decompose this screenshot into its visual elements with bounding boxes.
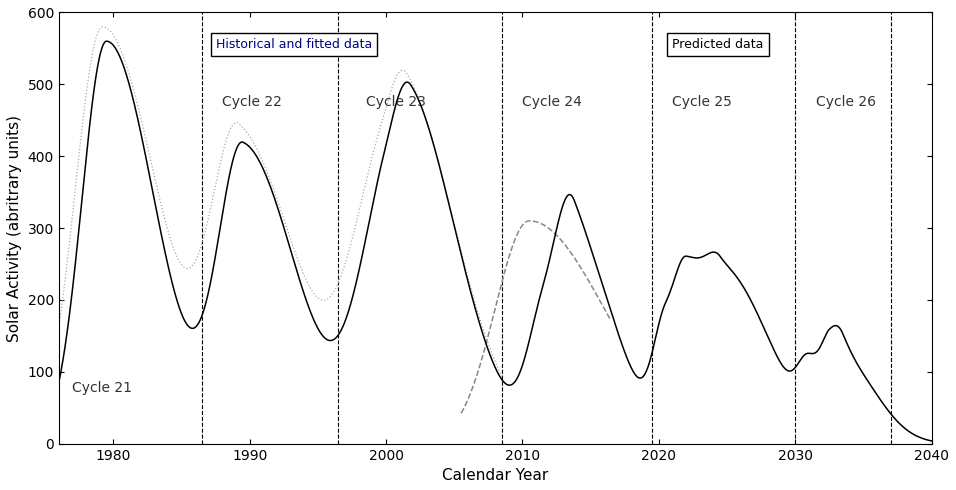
Text: Cycle 22: Cycle 22: [223, 96, 282, 109]
Text: Predicted data: Predicted data: [672, 38, 764, 50]
Text: Cycle 26: Cycle 26: [815, 96, 876, 109]
Y-axis label: Solar Activity (abritrary units): Solar Activity (abritrary units): [7, 115, 22, 342]
Text: Cycle 24: Cycle 24: [522, 96, 582, 109]
X-axis label: Calendar Year: Calendar Year: [442, 468, 549, 483]
Text: Historical and fitted data: Historical and fitted data: [215, 38, 372, 50]
Text: Cycle 25: Cycle 25: [672, 96, 732, 109]
Text: Cycle 21: Cycle 21: [73, 381, 132, 395]
Text: Cycle 23: Cycle 23: [365, 96, 425, 109]
